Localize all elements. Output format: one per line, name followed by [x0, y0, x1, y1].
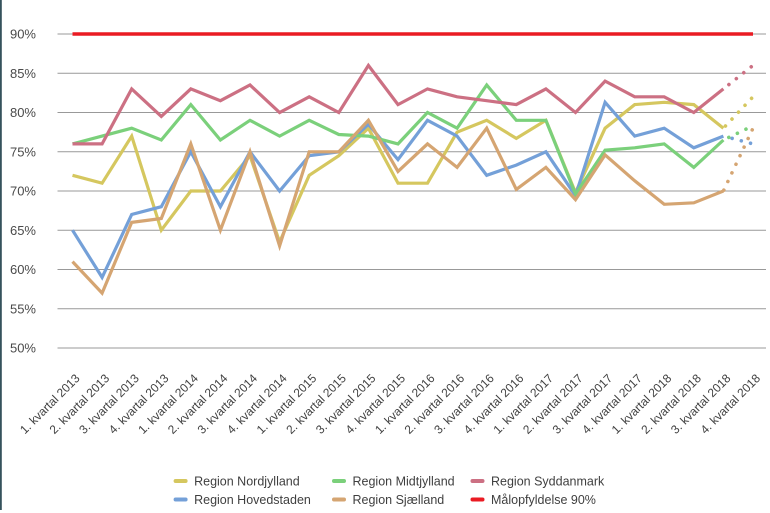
- svg-text:90%: 90%: [10, 27, 36, 42]
- svg-text:Region Midtjylland: Region Midtjylland: [353, 474, 455, 488]
- svg-text:55%: 55%: [10, 301, 36, 316]
- svg-text:75%: 75%: [10, 144, 36, 159]
- svg-text:60%: 60%: [10, 262, 36, 277]
- svg-text:50%: 50%: [10, 341, 36, 356]
- svg-text:Region Nordjylland: Region Nordjylland: [194, 474, 300, 488]
- svg-text:Målopfyldelse 90%: Målopfyldelse 90%: [491, 493, 596, 507]
- svg-text:Region Sjælland: Region Sjælland: [353, 493, 445, 507]
- svg-text:80%: 80%: [10, 105, 36, 120]
- svg-text:65%: 65%: [10, 223, 36, 238]
- svg-text:Region Syddanmark: Region Syddanmark: [491, 474, 605, 488]
- svg-text:85%: 85%: [10, 66, 36, 81]
- svg-text:Region Hovedstaden: Region Hovedstaden: [194, 493, 311, 507]
- svg-text:70%: 70%: [10, 184, 36, 199]
